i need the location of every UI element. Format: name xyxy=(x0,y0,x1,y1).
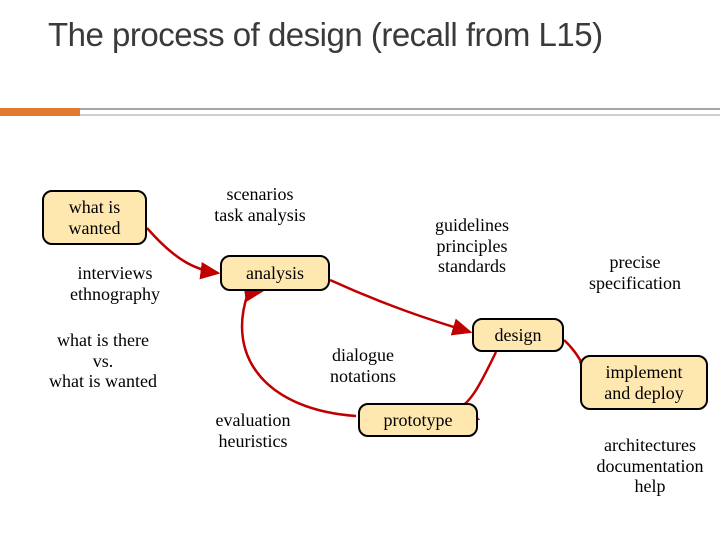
label-architectures: architectures documentation help xyxy=(570,435,720,497)
label-eval-heuristics: evaluation heuristics xyxy=(188,410,318,451)
node-prototype: prototype xyxy=(358,403,478,437)
label-interviews: interviews ethnography xyxy=(40,263,190,304)
page-title: The process of design (recall from L15) xyxy=(0,0,720,54)
title-underline xyxy=(0,108,720,116)
node-analysis: analysis xyxy=(220,255,330,291)
label-what-is-there: what is there vs. what is wanted xyxy=(18,330,188,392)
node-implement: implement and deploy xyxy=(580,355,708,410)
label-guidelines: guidelines principles standards xyxy=(402,215,542,277)
arrow-a-proto-analysis-head xyxy=(248,291,262,293)
label-dialogue: dialogue notations xyxy=(298,345,428,386)
accent-bar xyxy=(0,108,80,116)
label-scenarios: scenarios task analysis xyxy=(180,184,340,225)
node-what-is-wanted: what is wanted xyxy=(42,190,147,245)
node-design: design xyxy=(472,318,564,352)
arrow-a-design-prototype xyxy=(455,352,496,410)
gray-underline xyxy=(80,108,720,116)
arrow-a-analysis-design xyxy=(330,280,470,332)
diagram-canvas: what is wanted analysis design prototype imp… xyxy=(0,160,720,540)
label-precise-spec: precise specification xyxy=(555,252,715,293)
